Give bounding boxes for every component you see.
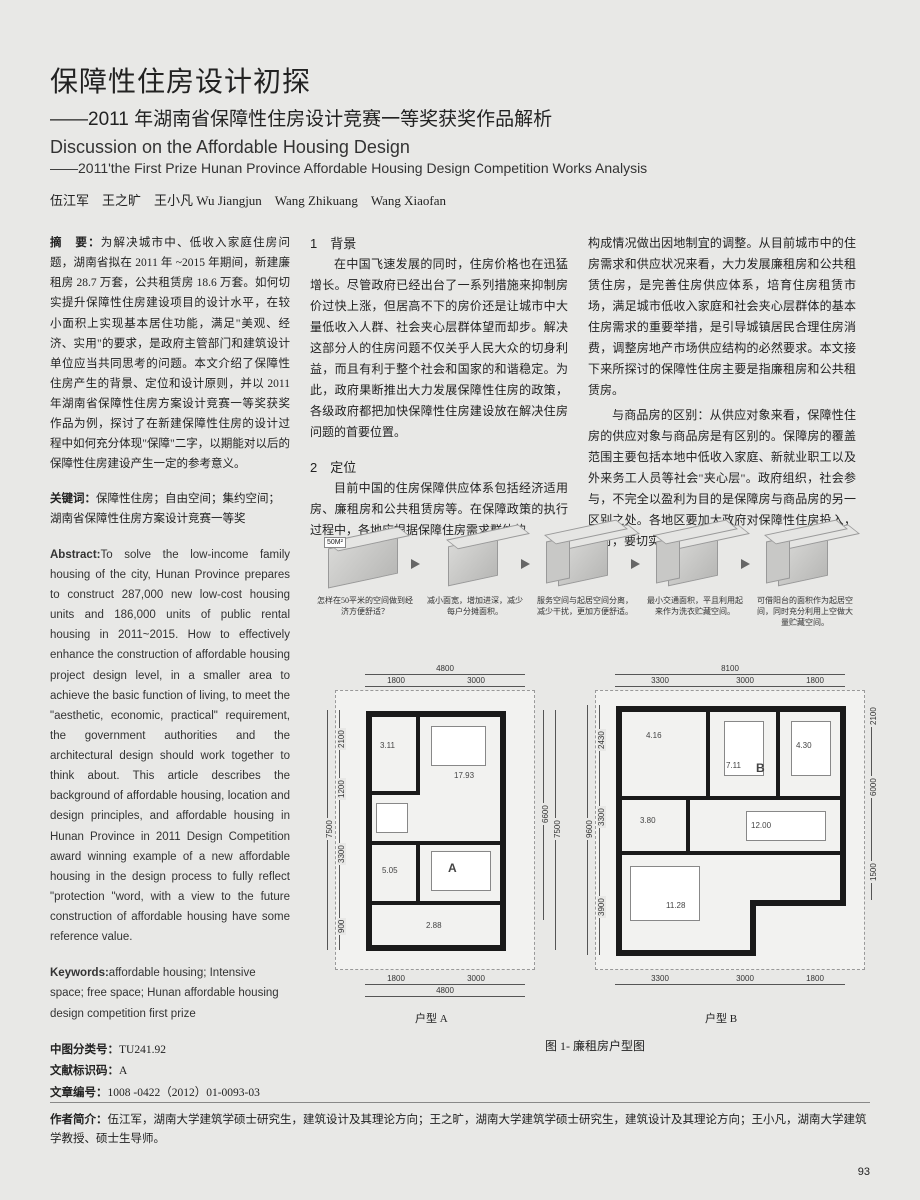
- diagram-caption-4: 最小交通面积，平且利用起来作为洗衣贮藏空间。: [645, 596, 745, 618]
- dim-a-right-1: 6600: [541, 803, 550, 825]
- diagram-caption-3: 服务空间与起居空间分离，减少干扰，更加方便舒适。: [535, 596, 635, 618]
- col-left: 摘 要：为解决城市中、低收入家庭住房问题，湖南省拟在 2011 年 ~2015 …: [50, 233, 290, 1105]
- abstract-en: Abstract:To solve the low-income family …: [50, 545, 290, 948]
- section-1-body: 在中国飞速发展的同时，住房价格也在迅猛增长。尽管政府已经出台了一系列措施来抑制房…: [310, 254, 568, 443]
- diagram-caption-1: 怎样在50平米的空间做到经济方便舒适？: [315, 596, 415, 618]
- diagram-item-3: 服务空间与起居空间分离，减少干扰，更加方便舒适。: [535, 535, 635, 628]
- plan-a-caption: 户型 A: [415, 1010, 448, 1026]
- plan-a-room-1: 3.11: [380, 741, 395, 750]
- plan-a-room-4: 2.88: [426, 921, 442, 930]
- abstract-cn-label: 摘 要：: [50, 237, 101, 249]
- page-number: 93: [858, 1166, 870, 1178]
- author-bio: 作者简介：伍江军，湖南大学建筑学硕士研究生，建筑设计及其理论方向；王之旷，湖南大…: [50, 1102, 870, 1150]
- figure-1-caption: 图 1- 廉租房户型图: [315, 1037, 875, 1054]
- abstract-en-text: To solve the low-income family housing o…: [50, 549, 290, 943]
- section-3-body-a: 构成情况做出因地制宜的调整。从目前城市中的住房需求和供应状况来看，大力发展廉租房…: [588, 233, 856, 401]
- diagram-item-5: 可借阳台的面积作为起居空间，同时充分利用上空做大量贮藏空间。: [755, 535, 855, 628]
- dim-b-bot-3: 1800: [804, 974, 826, 983]
- plan-b-room-3: 4.30: [796, 741, 812, 750]
- section-1-head: 1 背景: [310, 233, 568, 252]
- keywords-cn: 关键词：保障性住房；自由空间；集约空间；湖南省保障性住房方案设计竞赛一等奖: [50, 489, 290, 529]
- dim-a-seg-2: 1200: [337, 778, 346, 800]
- plan-a-room-3: 5.05: [382, 866, 398, 875]
- dim-a-seg-1: 3300: [337, 843, 346, 865]
- title-block: 保障性住房设计初探 ——2011 年湖南省保障性住房设计竞赛一等奖获奖作品解析 …: [50, 60, 870, 176]
- dim-a-seg-0: 900: [337, 918, 346, 935]
- dim-a-right-2: 7500: [553, 818, 562, 840]
- author-bio-text: 伍江军，湖南大学建筑学硕士研究生，建筑设计及其理论方向；王之旷，湖南大学建筑学硕…: [50, 1114, 867, 1146]
- diagram-item-4: 最小交通面积，平且利用起来作为洗衣贮藏空间。: [645, 535, 745, 628]
- dim-b-l-2: 2430: [597, 729, 606, 751]
- diagram-item-1: 50M² 怎样在50平米的空间做到经济方便舒适？: [315, 535, 415, 628]
- plan-b-room-6: 11.28: [666, 901, 685, 910]
- title-cn-sub: ——2011 年湖南省保障性住房设计竞赛一等奖获奖作品解析: [50, 104, 870, 131]
- title-en-main: Discussion on the Affordable Housing Des…: [50, 137, 870, 158]
- dim-a-bot-r: 3000: [465, 974, 487, 983]
- dim-b-r-1: 6000: [869, 776, 878, 798]
- dim-b-l-1: 3300: [597, 806, 606, 828]
- dim-b-bot-1: 3300: [649, 974, 671, 983]
- diagram-caption-5: 可借阳台的面积作为起居空间，同时充分利用上空做大量贮藏空间。: [755, 596, 855, 628]
- plan-b-caption: 户型 B: [705, 1010, 737, 1026]
- plan-b-room-5: 12.00: [751, 821, 771, 830]
- section-2-body: 目前中国的住房保障供应体系包括经济适用房、廉租房和公共租赁房等。在保障政策的执行…: [310, 478, 568, 541]
- clc-val: TU241.92: [119, 1044, 166, 1056]
- author-bio-label: 作者简介：: [50, 1114, 108, 1126]
- keywords-cn-label: 关键词：: [50, 493, 96, 505]
- plan-b-room-4: 3.80: [640, 816, 656, 825]
- abstract-cn: 摘 要：为解决城市中、低收入家庭住房问题，湖南省拟在 2011 年 ~2015 …: [50, 233, 290, 475]
- doccode-label: 文献标识码：: [50, 1065, 119, 1077]
- diagram-item-2: 减小面宽，增加进深，减少每户分摊面积。: [425, 535, 525, 628]
- dim-b-top-total: 8100: [719, 664, 741, 673]
- title-en-sub: ——2011'the First Prize Hunan Province Af…: [50, 160, 870, 176]
- dim-b-left-total: 9600: [585, 818, 594, 840]
- plan-a-label: A: [448, 861, 457, 875]
- clc-block: 中图分类号：TU241.92 文献标识码：A 文章编号：1008 -0422（2…: [50, 1040, 290, 1106]
- dim-a-bot-total: 4800: [434, 986, 456, 995]
- dim-b-r-0: 1500: [869, 861, 878, 883]
- plan-a: 3.11 17.93 5.05 2.88 A: [335, 690, 535, 970]
- section-2-head: 2 定位: [310, 457, 568, 476]
- dim-a-top-r: 3000: [465, 676, 487, 685]
- title-cn-main: 保障性住房设计初探: [50, 60, 870, 100]
- articleid-val: 1008 -0422（2012）01-0093-03: [108, 1087, 260, 1099]
- plan-b-room-2: 7.11: [726, 761, 741, 770]
- plan-b-label: B: [756, 761, 765, 775]
- doccode-val: A: [119, 1065, 127, 1077]
- dim-b-r-2: 2100: [869, 705, 878, 727]
- dim-b-top-1: 3300: [649, 676, 671, 685]
- dim-a-top-total: 4800: [434, 664, 456, 673]
- abstract-cn-text: 为解决城市中、低收入家庭住房问题，湖南省拟在 2011 年 ~2015 年期间，…: [50, 237, 290, 470]
- plan-a-room-2: 17.93: [454, 771, 474, 780]
- plan-b-room-1: 4.16: [646, 731, 662, 740]
- floor-plans: 3.11 17.93 5.05 2.88 A 4800 1800 3000 18…: [315, 660, 875, 1040]
- diagram-caption-2: 减小面宽，增加进深，减少每户分摊面积。: [425, 596, 525, 618]
- abstract-en-label: Abstract:: [50, 549, 100, 561]
- diagram-row: 50M² 怎样在50平米的空间做到经济方便舒适？ 减小面宽，增加进深，减少每户分…: [315, 535, 875, 628]
- dim-a-bot-l: 1800: [385, 974, 407, 983]
- dim-b-top-3: 1800: [804, 676, 826, 685]
- dim-a-seg-3: 2100: [337, 728, 346, 750]
- clc-label: 中图分类号：: [50, 1044, 119, 1056]
- keywords-en-label: Keywords:: [50, 967, 109, 979]
- dim-b-bot-2: 3000: [734, 974, 756, 983]
- sqm-badge: 50M²: [324, 537, 346, 548]
- dim-b-l-0: 3900: [597, 896, 606, 918]
- dim-a-left-total: 7500: [325, 818, 334, 840]
- keywords-en: Keywords:affordable housing; Intensive s…: [50, 963, 290, 1023]
- dim-b-top-2: 3000: [734, 676, 756, 685]
- plan-b: 4.16 7.11 4.30 3.80 12.00 11.28 B: [595, 690, 865, 970]
- articleid-label: 文章编号：: [50, 1087, 108, 1099]
- dim-a-top-l: 1800: [385, 676, 407, 685]
- author-line: 伍江军 王之旷 王小凡 Wu Jiangjun Wang Zhikuang Wa…: [50, 190, 870, 209]
